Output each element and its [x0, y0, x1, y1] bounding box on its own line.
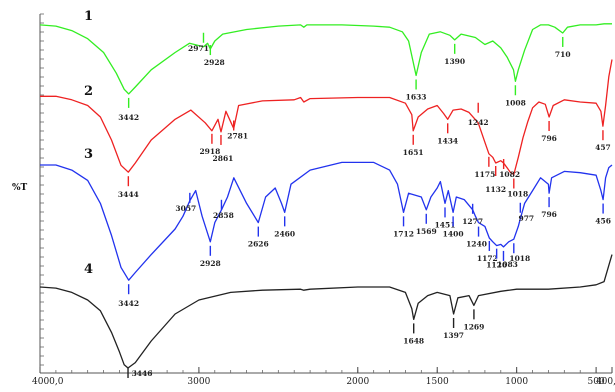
peak-label: 1240: [466, 240, 487, 249]
y-axis-label: %T: [12, 183, 28, 193]
series-number-group: 1 2 3 4: [84, 9, 93, 277]
peak-label: 2858: [213, 211, 234, 220]
peak-label: 1400: [443, 229, 464, 238]
series-number-3: 3: [84, 147, 93, 162]
peak-label: 796: [541, 210, 557, 219]
peak-label: 1082: [499, 170, 520, 179]
peak-label: 2928: [200, 259, 221, 268]
x-tick-label: 500: [588, 377, 605, 387]
peak-label: 3442: [118, 113, 139, 122]
series-line-2: [40, 59, 613, 176]
peak-label: 3444: [118, 190, 139, 199]
peak-label: 2626: [248, 240, 269, 249]
series-number-4: 4: [84, 262, 93, 277]
peak-label: 1172: [477, 254, 498, 263]
peak-label: 1132: [485, 185, 506, 194]
series-line-4: [39, 254, 613, 369]
peak-label: 2971: [188, 44, 209, 53]
peak-label: 2928: [204, 58, 225, 67]
peak-label: 456: [595, 217, 611, 226]
x-tick-label: 1500: [426, 377, 449, 387]
peak-label: 1018: [507, 190, 528, 199]
peak-label: 3442: [118, 299, 139, 308]
peak-label: 1651: [403, 148, 424, 157]
peak-label: 1390: [444, 57, 465, 66]
x-tick-label: 3000: [187, 377, 210, 387]
series-number-1: 1: [84, 9, 93, 24]
peak-label: 1712: [393, 229, 414, 238]
peak-label: 1451: [435, 220, 456, 229]
peak-label: 1008: [505, 98, 526, 107]
peak-label: 3446: [132, 369, 153, 378]
x-tick-label: 4000,0: [32, 377, 64, 387]
series-line-1: [39, 23, 612, 95]
peak-label: 1397: [443, 331, 464, 340]
series-number-2: 2: [84, 84, 93, 99]
peak-label: 1648: [403, 336, 424, 345]
peak-label: 2781: [227, 132, 248, 141]
peak-label: 1018: [509, 254, 530, 263]
peak-label: 1633: [406, 93, 427, 102]
peak-label: 1269: [463, 322, 484, 331]
peak-label: 796: [541, 134, 557, 143]
x-tick-label: 2000: [346, 377, 369, 387]
series-line-3: [40, 161, 613, 281]
peak-label: 1434: [437, 136, 458, 145]
peak-label: 3057: [175, 204, 196, 213]
peak-label: 1083: [497, 260, 518, 269]
peak-label: 1126: [486, 261, 507, 270]
series-group: [39, 23, 613, 369]
peak-label: 457: [595, 143, 611, 152]
peak-label: 710: [555, 50, 571, 59]
peak-label: 2460: [274, 229, 295, 238]
peak-label: 2918: [199, 147, 220, 156]
peak-label: 1175: [474, 170, 495, 179]
peak-label: 1569: [416, 227, 437, 236]
peak-label: 1277: [462, 217, 483, 226]
x-tick-label: 400,: [596, 377, 615, 387]
peak-label: 1242: [468, 118, 489, 127]
peak-label: 2861: [213, 154, 234, 163]
peak-label: 977: [518, 214, 534, 223]
x-tick-label: 1000: [505, 377, 528, 387]
